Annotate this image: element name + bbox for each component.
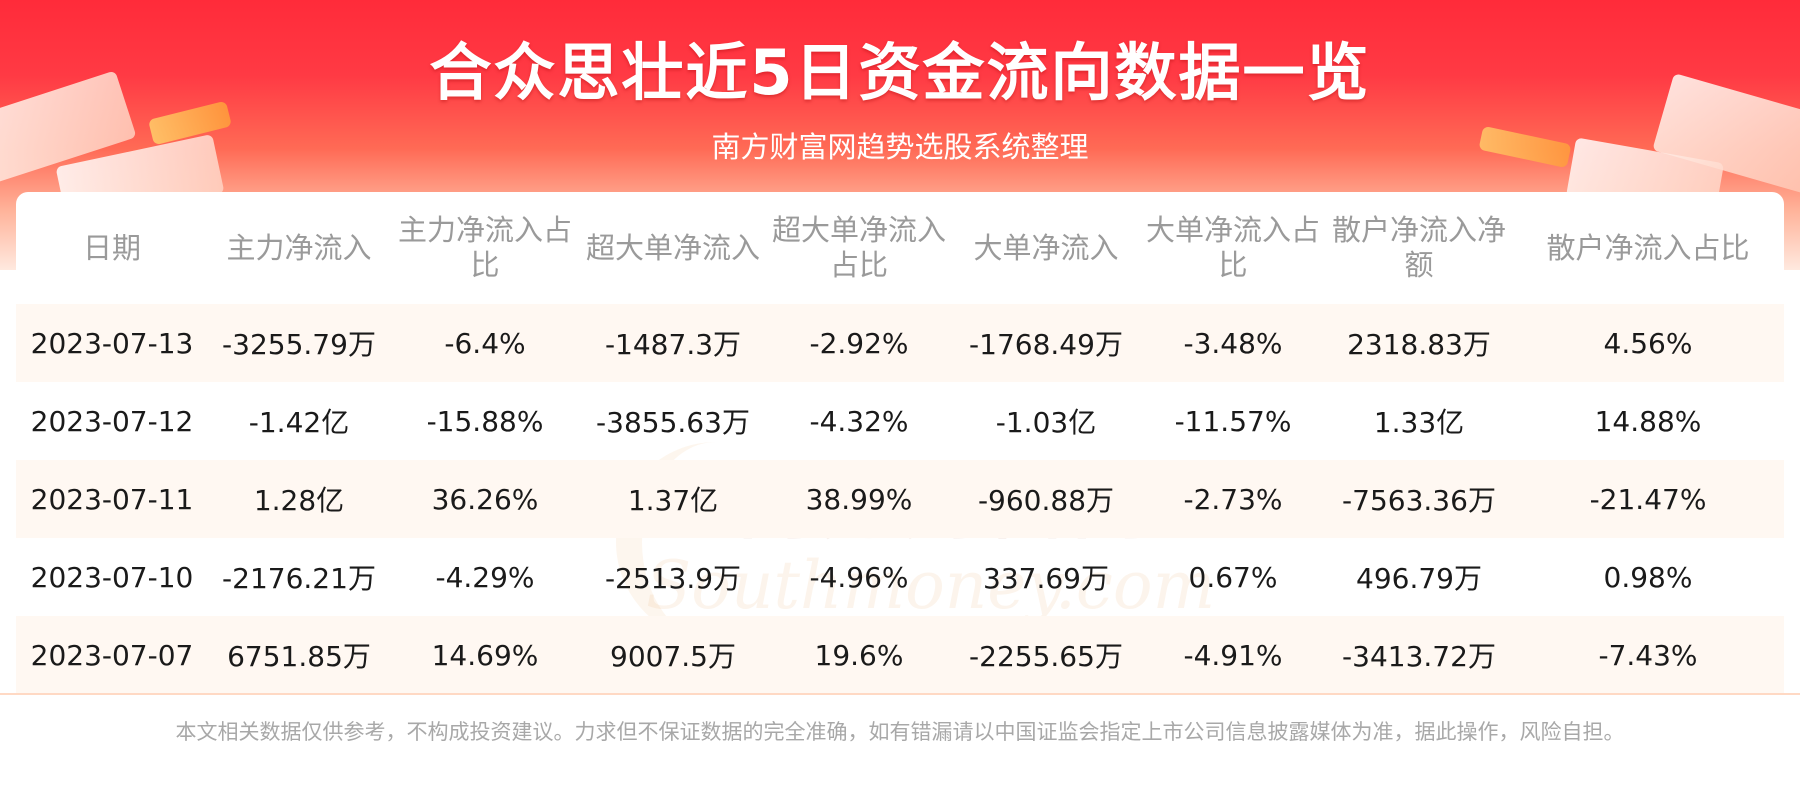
cell-main-inflow: 6751.85万 — [208, 616, 390, 694]
cell-xl-inflow-ratio: -2.92% — [766, 304, 952, 382]
cell-retail-inflow-ratio: -21.47% — [1512, 460, 1784, 538]
cell-large-inflow-ratio: -4.91% — [1140, 616, 1326, 694]
footer-divider — [0, 693, 1800, 695]
column-header-xl-inflow: 超大单净流入 — [585, 230, 760, 265]
column-header-main-inflow-ratio: 主力净流入占比 — [397, 213, 572, 282]
cell-date: 2023-07-12 — [30, 404, 194, 438]
cell-main-inflow-ratio: -4.29% — [435, 560, 535, 594]
cell-large-inflow: -1768.49万 — [952, 304, 1140, 382]
cell-retail-inflow-ratio: 14.88% — [1594, 404, 1702, 438]
cell-xl-inflow: 1.37亿 — [580, 460, 766, 538]
cell-main-inflow: -3255.79万 — [208, 304, 390, 382]
cell-main-inflow-ratio: 36.26% — [390, 460, 580, 538]
column-header-retail-inflow-ratio: 散户净流入占比 — [1546, 230, 1750, 265]
table-row: 2023-07-07 6751.85万 14.69% 9007.5万 19.6%… — [16, 616, 1784, 694]
cell-main-inflow-ratio: 14.69% — [390, 616, 580, 694]
column-header-large-inflow-ratio: 大单净流入占比 — [1145, 213, 1320, 282]
cell-retail-inflow-ratio: 0.98% — [1603, 560, 1693, 594]
cell-xl-inflow-ratio: 19.6% — [766, 616, 952, 694]
disclaimer-text: 本文相关数据仅供参考，不构成投资建议。力求但不保证数据的完全准确，如有错漏请以中… — [175, 720, 1625, 744]
cell-main-inflow: -1.42亿 — [248, 406, 350, 439]
page-subtitle: 南方财富网趋势选股系统整理 — [711, 130, 1089, 164]
cell-retail-inflow: -7563.36万 — [1326, 460, 1512, 538]
cell-retail-inflow-ratio: -7.43% — [1512, 616, 1784, 694]
cell-large-inflow: 337.69万 — [983, 562, 1109, 595]
cell-retail-inflow: 2318.83万 — [1326, 304, 1512, 382]
cell-xl-inflow: -1487.3万 — [580, 304, 766, 382]
cell-large-inflow-ratio: -2.73% — [1140, 460, 1326, 538]
column-header-xl-inflow-ratio: 超大单净流入占比 — [771, 213, 946, 282]
cell-date: 2023-07-13 — [16, 304, 208, 382]
cell-retail-inflow-ratio: 4.56% — [1512, 304, 1784, 382]
cell-date: 2023-07-11 — [16, 460, 208, 538]
cell-main-inflow-ratio: -15.88% — [426, 404, 544, 438]
page-title: 合众思壮近5日资金流向数据一览 — [429, 36, 1371, 109]
cell-xl-inflow-ratio: -4.96% — [809, 560, 909, 594]
cell-retail-inflow: 1.33亿 — [1373, 406, 1465, 439]
table-row: 2023-07-10 -2176.21万 -4.29% -2513.9万 -4.… — [16, 538, 1784, 616]
fund-flow-table: 日期 主力净流入 主力净流入占比 超大单净流入 超大单净流入占比 大单净流入 大… — [16, 192, 1784, 694]
cell-xl-inflow: 9007.5万 — [580, 616, 766, 694]
column-header-main-inflow: 主力净流入 — [226, 230, 372, 265]
cell-main-inflow-ratio: -6.4% — [390, 304, 580, 382]
column-header-large-inflow: 大单净流入 — [973, 230, 1119, 265]
column-header-retail-inflow: 散户净流入净额 — [1331, 213, 1506, 282]
cell-large-inflow: -2255.65万 — [952, 616, 1140, 694]
cell-xl-inflow: -3855.63万 — [596, 406, 750, 439]
cell-large-inflow-ratio: -11.57% — [1174, 404, 1292, 438]
cell-xl-inflow-ratio: 38.99% — [766, 460, 952, 538]
cell-large-inflow: -960.88万 — [952, 460, 1140, 538]
cell-main-inflow: 1.28亿 — [208, 460, 390, 538]
cell-xl-inflow-ratio: -4.32% — [809, 404, 909, 438]
cell-xl-inflow: -2513.9万 — [604, 562, 742, 595]
cell-main-inflow: -2176.21万 — [222, 562, 376, 595]
cell-retail-inflow: 496.79万 — [1356, 562, 1482, 595]
column-header-date: 日期 — [82, 230, 141, 265]
table-header-row: 日期 主力净流入 主力净流入占比 超大单净流入 超大单净流入占比 大单净流入 大… — [16, 192, 1784, 304]
cell-date: 2023-07-10 — [30, 560, 194, 594]
data-table-card: 南方财富网 Southmoney.com 日期 主力净流入 主力净流入占比 超大… — [16, 192, 1784, 697]
table-row: 2023-07-11 1.28亿 36.26% 1.37亿 38.99% -96… — [16, 460, 1784, 538]
cell-large-inflow-ratio: 0.67% — [1188, 560, 1278, 594]
cell-date: 2023-07-07 — [16, 616, 208, 694]
table-row: 2023-07-12 -1.42亿 -15.88% -3855.63万 -4.3… — [16, 382, 1784, 460]
cell-large-inflow: -1.03亿 — [995, 406, 1097, 439]
table-row: 2023-07-13 -3255.79万 -6.4% -1487.3万 -2.9… — [16, 304, 1784, 382]
cell-retail-inflow: -3413.72万 — [1326, 616, 1512, 694]
cell-large-inflow-ratio: -3.48% — [1140, 304, 1326, 382]
